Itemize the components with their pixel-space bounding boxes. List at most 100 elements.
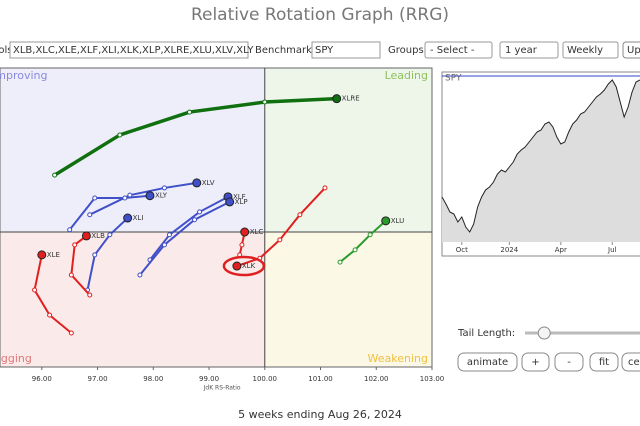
tail-point [322,185,328,191]
tail-line [70,235,91,296]
action-button[interactable] [554,352,584,372]
tail-head[interactable] [192,178,202,188]
action-button-label: - [567,357,571,368]
x-tick-label: 102.00 [364,375,389,383]
tail-point [192,217,198,223]
tail-point [122,195,128,201]
action-button[interactable] [521,352,550,372]
mini-x-tick-label: Apr [555,246,567,254]
benchmark-label: Benchmark: [255,45,315,56]
tail-point [239,242,245,248]
tail-head[interactable] [81,231,91,241]
plot-border [0,67,433,368]
symbols-value: XLB,XLC,XLE,XLF,XLI,XLK,XLP,XLRE,XLU,XLV… [13,45,254,56]
tail-point [187,109,193,115]
tail-point [67,227,73,233]
tail-length-label: Tail Length: [457,328,515,339]
benchmark-input[interactable] [311,41,381,59]
tail-point [137,272,143,278]
tail-point [337,259,343,265]
mini-label: SPY [445,74,462,84]
tail-head[interactable] [332,94,342,104]
tail-line [68,194,151,231]
series-label: XLE [47,251,60,259]
tail-point [262,99,268,105]
tail-point [87,212,93,218]
tail-point [68,330,74,336]
groups-value: - Select - [430,45,475,56]
series-label: XLU [391,217,404,225]
x-tick-label: 100.00 [253,375,278,383]
tail-point [161,185,167,191]
mini-x-tick-label: Jul [607,246,617,254]
benchmark-value: SPY [315,45,334,56]
tail-line [33,254,72,334]
action-button[interactable] [457,352,518,372]
benchmark-chart: SPY Oct 2024 Apr Jul [441,71,640,257]
mini-x-tick-label: Oct [456,246,468,254]
tail-point [107,232,113,238]
series-label: XLI [133,214,144,222]
tail-point [297,212,303,218]
page-title: Relative Rotation Graph (RRG) [191,5,449,25]
series-label: XLP [235,198,248,206]
tail-point [68,272,74,278]
tail-line [89,181,197,216]
tail-point [277,237,283,243]
quadrant-improving [0,68,265,233]
tail-point [32,287,38,293]
x-tick-label: 98.00 [143,375,163,383]
groups-label: Groups: [388,45,427,56]
mini-line [441,79,640,233]
series-label: XLK [242,262,256,270]
tail-head[interactable] [225,197,235,207]
update-button[interactable] [622,41,640,59]
mini-x-tick-label: 2024 [500,246,518,254]
quadrant-label: Lagging [0,352,32,365]
x-tick-label: 101.00 [308,375,333,383]
tail-head[interactable] [232,261,242,271]
tail-point [47,312,53,318]
action-button-label: animate [467,357,508,368]
tail-line [86,217,129,291]
tail-point [117,132,123,138]
tail-point [352,247,358,253]
series-label: XLRE [342,95,360,103]
tail-head[interactable] [145,191,155,201]
tail-head[interactable] [240,227,250,237]
tail-point [92,195,98,201]
series-label: XLY [155,192,168,200]
period-select[interactable] [499,41,559,59]
quadrant-label: Improving [0,69,47,82]
series-label: XLV [202,179,215,187]
tail-point [367,232,373,238]
quadrant-leading [264,68,432,233]
tail-point [197,209,203,215]
x-tick-label: 99.00 [199,375,219,383]
slider-knob[interactable] [537,326,551,340]
quadrant-weakening [264,232,432,367]
x-axis-label: JdK RS-Ratio [203,385,241,392]
tail-head[interactable] [123,213,133,223]
mini-area [442,80,640,242]
series-label: XLF [233,193,246,201]
action-button[interactable] [621,352,640,372]
series-label: XLB [91,232,105,240]
rrg-chart: ImprovingLeadingLaggingWeakening95.0096.… [0,67,444,392]
tail-point [72,242,78,248]
tail-point [166,232,172,238]
frequency-value: Weekly [567,45,603,56]
groups-select[interactable] [424,41,493,59]
tail-point [52,172,58,178]
tail-point [161,242,167,248]
x-tick-label: 97.00 [88,375,108,383]
tail-head[interactable] [37,250,47,260]
tail-head[interactable] [381,216,391,226]
symbols-input[interactable] [9,41,249,59]
action-button-label: fit [599,357,609,368]
highlight-ring [222,255,266,277]
action-button[interactable] [589,352,619,372]
frequency-select[interactable] [562,41,619,59]
